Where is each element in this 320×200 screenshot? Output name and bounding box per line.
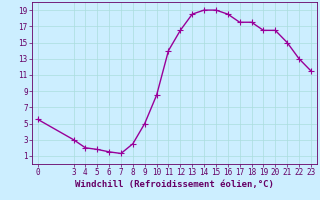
X-axis label: Windchill (Refroidissement éolien,°C): Windchill (Refroidissement éolien,°C)	[75, 180, 274, 189]
